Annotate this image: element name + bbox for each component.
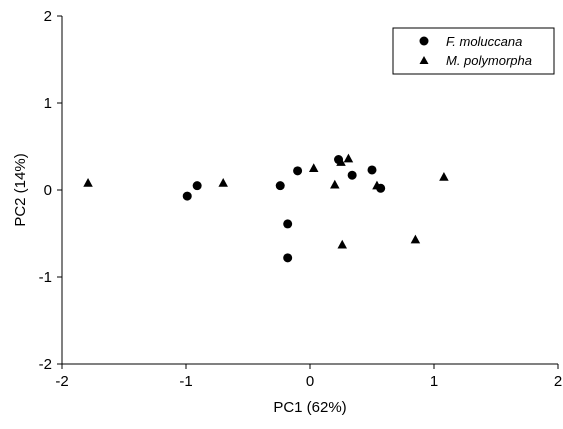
point-f-moluccana xyxy=(182,191,192,201)
point-f-moluccana xyxy=(293,166,303,176)
legend-box xyxy=(392,27,555,75)
x-tick-label: 2 xyxy=(554,373,562,390)
legend-label-f-moluccana: F. moluccana xyxy=(446,34,522,49)
x-tick-label: -1 xyxy=(179,373,192,390)
ticks-layer: -2 -1 0 1 2 -2 -1 0 1 2 xyxy=(39,8,563,390)
point-f-moluccana xyxy=(367,165,377,175)
point-m-polymorpha xyxy=(83,178,93,187)
x-tick-label: -2 xyxy=(55,373,68,390)
y-tick-label: -2 xyxy=(39,356,52,373)
y-tick-label: -1 xyxy=(39,269,52,286)
y-axis-title: PC2 (14%) xyxy=(12,153,29,226)
point-m-polymorpha xyxy=(410,234,421,244)
point-m-polymorpha xyxy=(218,178,228,187)
x-axis-title: PC1 (62%) xyxy=(273,399,346,416)
y-tick-label: 2 xyxy=(44,8,52,25)
legend-marker-m-polymorpha xyxy=(419,56,429,64)
point-m-polymorpha xyxy=(337,239,347,249)
legend: F. moluccana M. polymorpha xyxy=(392,27,555,75)
legend-label-m-polymorpha: M. polymorpha xyxy=(446,53,532,68)
point-f-moluccana xyxy=(275,181,285,191)
y-tick-label: 1 xyxy=(44,95,52,112)
x-tick-label: 1 xyxy=(430,373,438,390)
y-tick-label: 0 xyxy=(44,182,52,199)
legend-marker-f-moluccana xyxy=(419,36,429,46)
point-m-polymorpha xyxy=(372,180,382,190)
point-m-polymorpha xyxy=(336,157,346,166)
point-f-moluccana xyxy=(347,170,357,180)
points-layer xyxy=(83,153,449,263)
point-f-moluccana xyxy=(283,219,293,229)
point-m-polymorpha xyxy=(330,179,340,189)
x-tick-label: 0 xyxy=(306,373,314,390)
point-m-polymorpha xyxy=(439,171,449,181)
point-f-moluccana xyxy=(192,181,202,191)
point-f-moluccana xyxy=(283,253,293,263)
point-m-polymorpha xyxy=(343,153,354,163)
point-m-polymorpha xyxy=(308,163,319,172)
